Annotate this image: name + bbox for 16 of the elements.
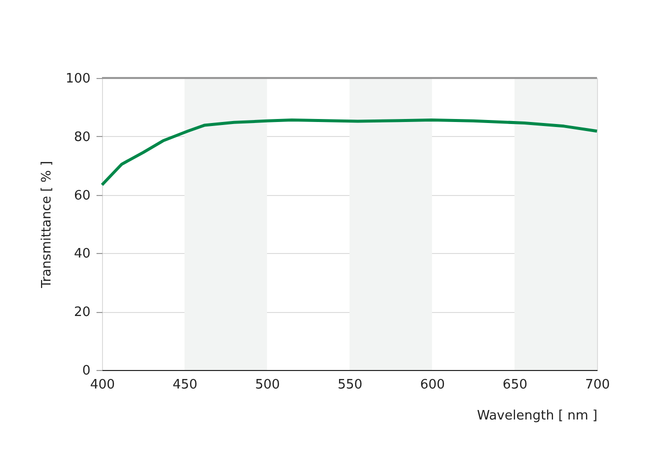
x-tick-label: 450 <box>172 378 198 392</box>
y-tick-label: 0 <box>82 364 90 378</box>
line-series <box>100 118 598 186</box>
y-tick-label: 60 <box>74 188 90 204</box>
y-tick-label: 40 <box>74 246 90 262</box>
y-tick-label: 20 <box>74 305 90 320</box>
x-tick-label: 400 <box>90 378 115 392</box>
x-tick-label: 700 <box>585 378 610 392</box>
x-tick-label: 650 <box>502 378 528 392</box>
x-tick-label: 550 <box>338 378 362 392</box>
x-tick-label: 500 <box>255 378 280 392</box>
y-tick-label: 80 <box>74 130 90 145</box>
x-tick-label: 600 <box>420 378 445 392</box>
x-axis-title: Wavelength [ nm ] <box>476 408 598 424</box>
y-axis-title: Transmittance [ % ] <box>40 160 55 290</box>
y-tick-label: 100 <box>66 72 90 86</box>
